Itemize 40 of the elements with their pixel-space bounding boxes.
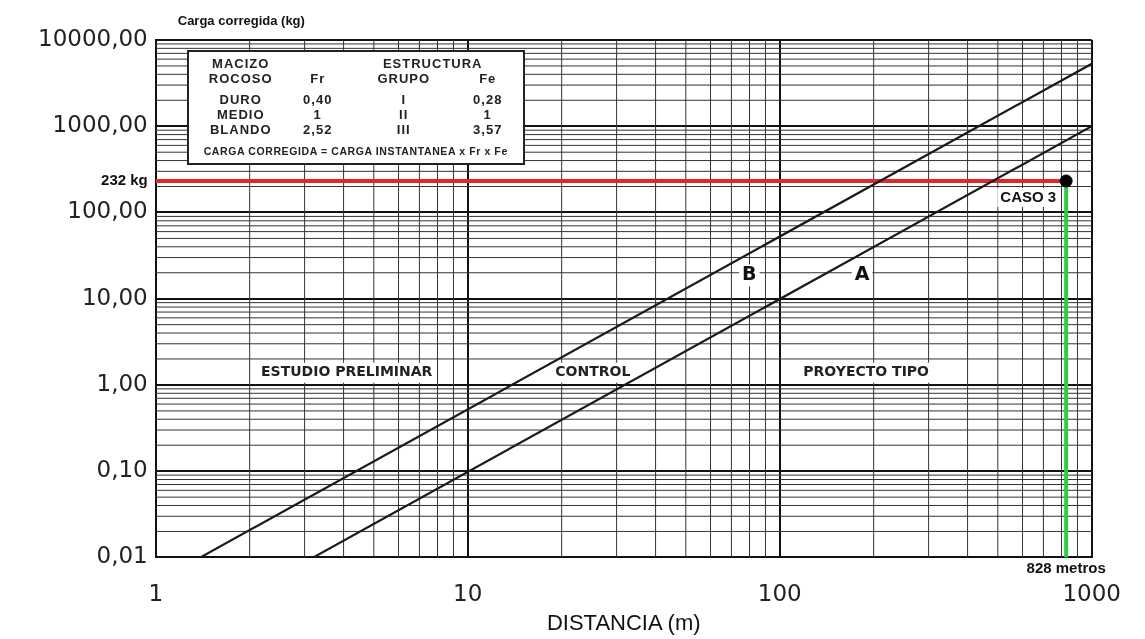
x-tick-label: 10 <box>453 580 483 607</box>
x-tick-label: 100 <box>757 580 802 607</box>
y-axis-title: Carga corregida (kg) <box>177 13 305 29</box>
series-label: CASO 3 <box>1000 187 1057 205</box>
annotation: 2,52 <box>302 122 334 137</box>
series-label: A <box>854 262 870 285</box>
y-tick-label: 10000,00 <box>37 24 148 51</box>
series-label: B <box>742 262 757 285</box>
annotation: MEDIO <box>215 107 266 122</box>
y-tick-label: 100,00 <box>67 197 148 224</box>
ref-line-label: 828 metros <box>1026 559 1106 577</box>
annotation: MACIZO <box>211 56 271 71</box>
x-tick-label: 1000 <box>1062 580 1122 607</box>
annotation: CARGA CORREGIDA = CARGA INSTANTANEA x Fr x Fe <box>202 144 509 159</box>
annotation: ESTUDIO PRELIMINAR <box>260 363 433 380</box>
y-tick-label: 1,00 <box>96 369 148 396</box>
annotation: BLANDO <box>208 122 273 137</box>
y-tick-label: 0,10 <box>96 456 148 483</box>
annotation: PROYECTO TIPO <box>803 363 930 380</box>
annotation: DURO <box>218 92 263 107</box>
y-tick-label: 1000,00 <box>52 111 148 138</box>
ref-line-label: 232 kg <box>101 171 148 189</box>
annotation: II <box>398 107 410 122</box>
x-axis-title: DISTANCIA (m) <box>546 610 701 636</box>
y-tick-label: 0,01 <box>96 542 148 569</box>
annotation: 0,28 <box>472 92 504 107</box>
annotation: 1 <box>482 107 493 122</box>
annotation: ROCOSO <box>207 71 274 86</box>
annotation: ESTRUCTURA <box>381 56 484 71</box>
annotation: Fe <box>478 71 498 86</box>
y-tick-label: 10,00 <box>81 283 148 310</box>
annotation: CONTROL <box>555 363 631 380</box>
annotation: 0,40 <box>302 92 334 107</box>
annotation: 3,57 <box>472 122 504 137</box>
annotation: III <box>395 122 412 137</box>
annotation: GRUPO <box>376 71 432 86</box>
annotation: Fr <box>309 71 327 86</box>
annotation: 1 <box>312 107 323 122</box>
annotation: I <box>400 92 408 107</box>
x-tick-label: 1 <box>148 580 164 607</box>
